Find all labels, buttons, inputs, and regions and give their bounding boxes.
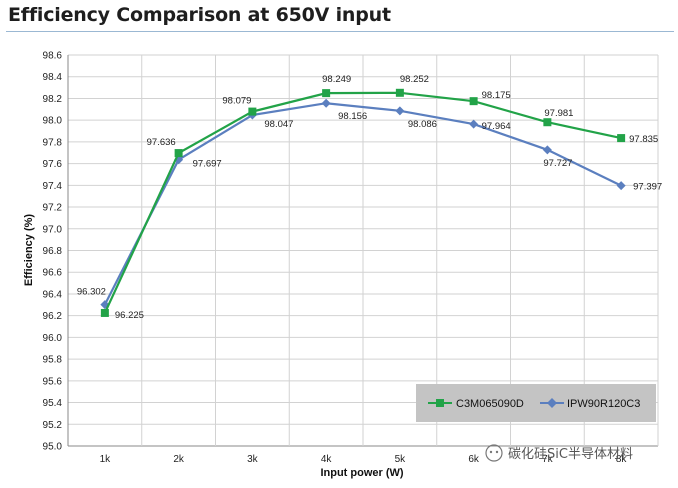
data-point: [248, 107, 257, 116]
y-tick-label: 96.8: [43, 246, 63, 257]
y-axis-label: Efficiency (%): [23, 214, 35, 286]
x-tick-label: 5k: [395, 454, 407, 465]
data-label: 97.636: [147, 137, 176, 148]
y-tick-label: 96.2: [43, 311, 63, 322]
x-tick-label: 4k: [321, 454, 333, 465]
y-tick-label: 96.0: [43, 333, 63, 344]
y-tick-labels: 95.0 95.2 95.4 95.6 95.8 96.0 96.2 96.4 96.6 96.8…: [43, 51, 63, 453]
data-point: [322, 89, 331, 98]
y-tick-label: 95.0: [43, 442, 63, 453]
data-point: [543, 118, 552, 127]
y-tick-label: 97.4: [43, 181, 63, 192]
series-line-IPW90R120C3: [103, 102, 622, 306]
data-label: 98.175: [482, 90, 511, 101]
data-point: [395, 88, 404, 97]
data-label: 98.047: [264, 119, 293, 130]
data-point: [174, 149, 183, 158]
legend-box: [416, 384, 656, 422]
x-tick-label: 6k: [468, 454, 480, 465]
legend: C3M065090D IPW90R120C3: [416, 384, 656, 422]
y-tick-label: 95.4: [43, 398, 63, 409]
data-label: 98.079: [222, 96, 251, 107]
data-label: 98.252: [400, 74, 429, 85]
x-tick-label: 3k: [247, 454, 259, 465]
watermark-text: 碳化硅SiC半导体材料: [508, 447, 633, 462]
y-tick-label: 97.2: [43, 203, 63, 214]
x-tick-label: 7k: [542, 454, 554, 465]
y-tick-label: 96.4: [43, 289, 63, 300]
data-label: 97.697: [193, 159, 222, 170]
data-point: [469, 97, 478, 106]
watermark: 碳化硅SiC半导体材料: [485, 444, 633, 462]
data-point: [100, 308, 109, 317]
data-label: 97.835: [629, 134, 658, 145]
data-label: 98.156: [338, 111, 367, 122]
data-point: [395, 106, 405, 116]
y-tick-label: 97.6: [43, 159, 63, 170]
x-tick-labels: 1k 2k 3k 4k 5k 6k 7k 8k: [100, 454, 628, 465]
data-labels: 96.225 97.636 98.079 98.249 98.252 98.175 97.9…: [77, 74, 662, 321]
data-point: [469, 119, 479, 129]
data-point: [617, 134, 626, 143]
x-tick-label: 8k: [616, 454, 628, 465]
legend-label-c3m: C3M065090D: [456, 398, 524, 410]
y-tick-label: 96.6: [43, 268, 63, 279]
data-label: 97.397: [633, 182, 662, 193]
x-tick-label: 2k: [173, 454, 185, 465]
legend-marker-c3m: [436, 399, 444, 407]
title-divider: [6, 31, 674, 32]
legend-label-ipw: IPW90R120C3: [567, 398, 640, 410]
y-tick-label: 95.6: [43, 376, 63, 387]
data-label: 96.302: [77, 287, 106, 298]
y-tick-label: 98.0: [43, 116, 63, 127]
series-line-C3M065090D: [103, 91, 622, 314]
data-label: 97.964: [482, 121, 511, 132]
y-tick-label: 98.2: [43, 94, 63, 105]
data-point: [542, 145, 552, 155]
data-label: 97.727: [543, 158, 572, 169]
wechat-icon: [485, 444, 503, 462]
x-axis-label: Input power (W): [320, 467, 403, 479]
data-label: 98.249: [322, 74, 351, 85]
data-point: [321, 98, 331, 108]
data-label: 97.981: [544, 108, 573, 119]
y-tick-label: 98.4: [43, 72, 63, 83]
y-tick-label: 97.0: [43, 224, 63, 235]
grid-lines: [67, 54, 659, 447]
y-tick-label: 95.8: [43, 355, 63, 366]
data-point: [616, 181, 626, 191]
y-tick-label: 98.6: [43, 51, 63, 62]
page-title: Efficiency Comparison at 650V input: [8, 4, 391, 26]
series-layer: [100, 88, 626, 317]
legend-marker-ipw: [547, 398, 557, 408]
data-label: 96.225: [115, 310, 144, 321]
y-tick-label: 95.2: [43, 420, 63, 431]
x-tick-label: 1k: [100, 454, 112, 465]
y-tick-label: 97.8: [43, 137, 63, 148]
data-label: 98.086: [408, 119, 437, 130]
